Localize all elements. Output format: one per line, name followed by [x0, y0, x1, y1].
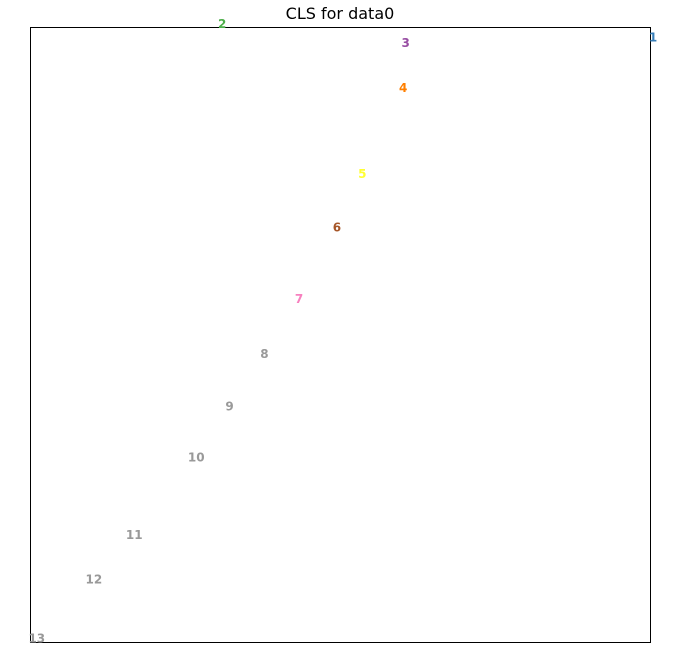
plot-frame	[30, 27, 651, 643]
point-label-3: 3	[402, 36, 410, 50]
point-label-6: 6	[333, 221, 341, 235]
point-label-1: 1	[649, 31, 657, 45]
point-label-2: 2	[218, 17, 226, 31]
point-label-9: 9	[225, 400, 233, 414]
point-label-11: 11	[126, 528, 143, 542]
point-label-4: 4	[399, 81, 407, 95]
point-label-13: 13	[28, 631, 45, 645]
point-label-8: 8	[260, 347, 268, 361]
point-label-5: 5	[358, 167, 366, 181]
chart-title: CLS for data0	[286, 4, 395, 23]
point-label-7: 7	[295, 292, 303, 306]
point-label-12: 12	[86, 572, 103, 586]
point-label-10: 10	[188, 451, 205, 465]
